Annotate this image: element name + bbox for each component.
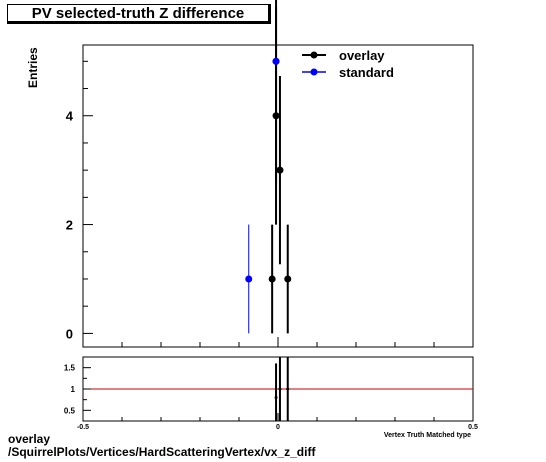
ratio-x-tick-label: 0.5	[468, 424, 478, 431]
main-y-axis: 0 2 4	[66, 60, 93, 341]
overlay-point-marker	[276, 166, 284, 174]
y-tick-label: 4	[66, 109, 74, 124]
y-tick-label: 2	[66, 218, 73, 233]
chart-title: PV selected-truth Z difference	[31, 5, 245, 22]
chart-title-box: PV selected-truth Z difference	[7, 4, 271, 24]
y-axis-label: Entries	[26, 47, 40, 88]
ratio-point-marker	[286, 387, 290, 391]
main-data-points	[245, 0, 292, 334]
standard-point-marker	[272, 57, 280, 65]
overlay-point-marker	[268, 275, 276, 283]
ratio-point-marker	[278, 387, 282, 391]
footer-line-2: /SquirrelPlots/Vertices/HardScatteringVe…	[8, 445, 316, 459]
ratio-x-tick-label: -0.5	[77, 424, 89, 431]
legend-overlay-marker	[310, 51, 318, 59]
legend-standard-marker	[310, 68, 318, 76]
main-x-axis	[82, 337, 474, 347]
ratio-y-tick-label: 0.5	[64, 406, 76, 415]
legend-overlay-label: overlay	[339, 48, 385, 63]
ratio-y-tick-label: 1.5	[64, 364, 76, 373]
ratio-data-points	[274, 357, 290, 421]
legend-standard-label: standard	[339, 65, 394, 80]
overlay-point-marker	[272, 112, 280, 120]
standard-point-marker	[245, 275, 253, 283]
ratio-y-axis: 0.5 1 1.5	[64, 364, 91, 415]
y-tick-label: 0	[66, 326, 73, 341]
legend: overlay standard	[302, 48, 394, 80]
footer-line-1: overlay	[8, 432, 51, 446]
x-axis-label: Vertex Truth Matched type	[384, 432, 471, 439]
ratio-point-marker	[274, 396, 278, 400]
main-plot-frame	[82, 44, 474, 348]
overlay-point-marker	[284, 275, 292, 283]
ratio-y-tick-label: 1	[71, 385, 76, 394]
ratio-x-axis: -0.5 0 0.5	[77, 413, 478, 431]
ratio-x-tick-label: 0	[276, 424, 280, 431]
